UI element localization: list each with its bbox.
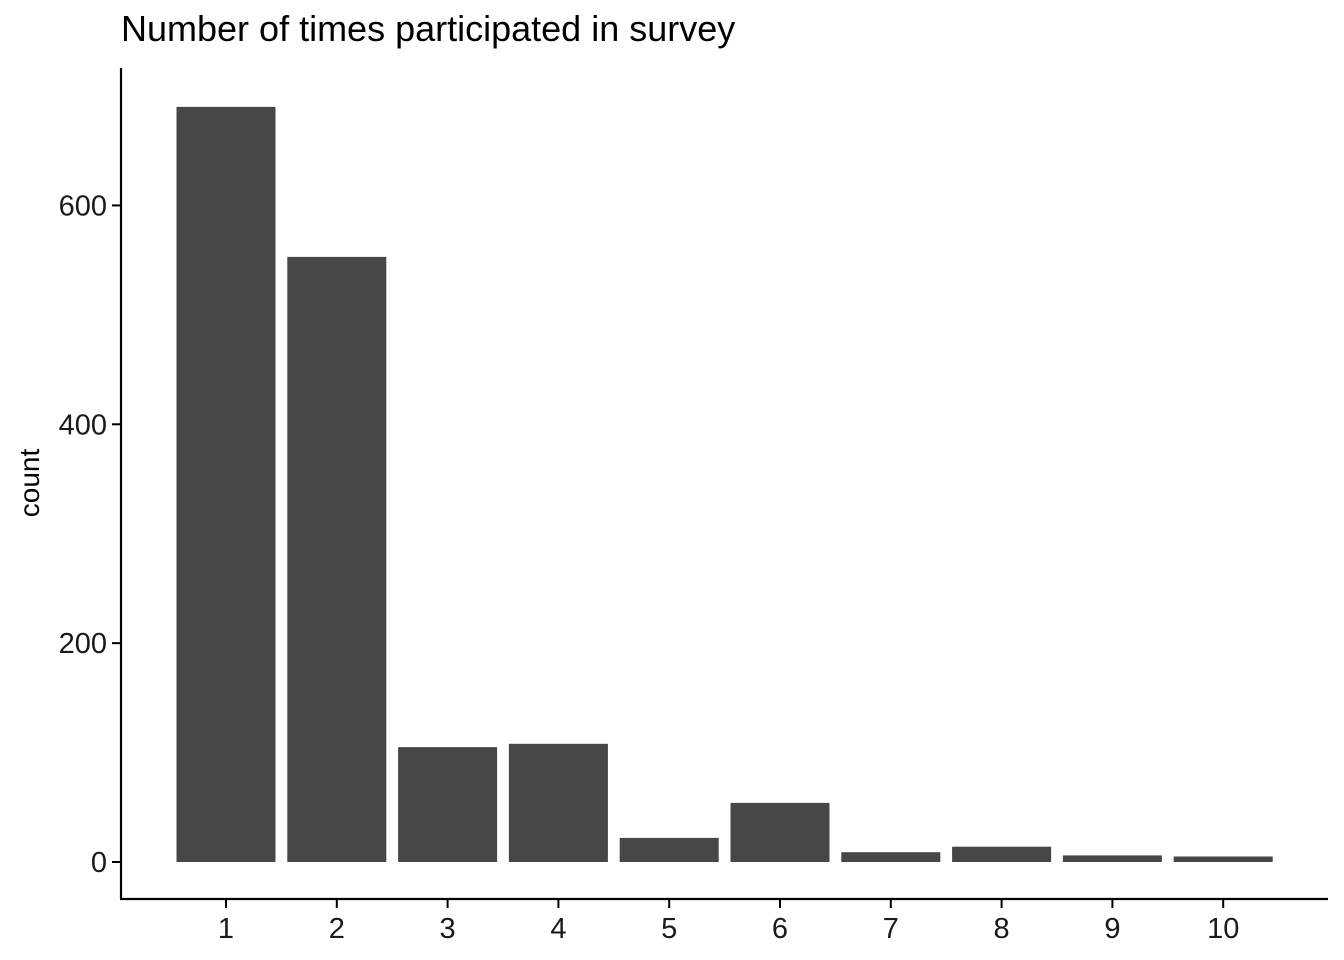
bar-5 bbox=[619, 837, 719, 862]
x-tick-label-5: 5 bbox=[661, 913, 677, 945]
bar-4 bbox=[508, 743, 608, 862]
axes-group: 0 200 400 600 1 2 3 4 5 6 7 8 9 10 bbox=[59, 68, 1328, 945]
y-tick-label-0: 0 bbox=[91, 847, 107, 879]
x-tick-label-8: 8 bbox=[994, 913, 1010, 945]
y-tick-label-600: 600 bbox=[59, 190, 107, 222]
bar-3 bbox=[398, 747, 498, 862]
bar-8 bbox=[952, 846, 1052, 862]
x-tick-label-2: 2 bbox=[329, 913, 345, 945]
bar-9 bbox=[1062, 855, 1162, 862]
x-tick-label-4: 4 bbox=[550, 913, 566, 945]
bar-2 bbox=[287, 256, 387, 862]
bars-group bbox=[176, 106, 1273, 862]
chart-title: Number of times participated in survey bbox=[121, 8, 736, 49]
x-tick-label-1: 1 bbox=[218, 913, 234, 945]
bar-7 bbox=[841, 852, 941, 862]
y-tick-label-200: 200 bbox=[59, 628, 107, 660]
bar-10 bbox=[1173, 856, 1273, 862]
x-tick-label-3: 3 bbox=[440, 913, 456, 945]
bar-1 bbox=[176, 106, 276, 862]
x-tick-label-7: 7 bbox=[883, 913, 899, 945]
x-tick-label-6: 6 bbox=[772, 913, 788, 945]
x-tick-label-10: 10 bbox=[1207, 913, 1239, 945]
bar-6 bbox=[730, 802, 830, 862]
y-tick-label-400: 400 bbox=[59, 409, 107, 441]
x-tick-label-9: 9 bbox=[1104, 913, 1120, 945]
